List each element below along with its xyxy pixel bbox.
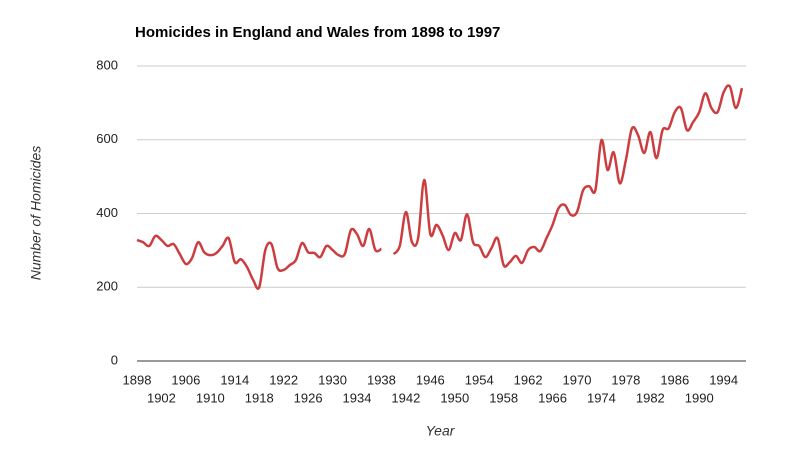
x-tick-label: 1910 (196, 390, 225, 405)
x-tick-label: 1922 (269, 372, 298, 387)
x-axis-title: Year (426, 423, 456, 439)
chart-title: Homicides in England and Wales from 1898… (135, 24, 500, 41)
x-tick-label: 1938 (367, 372, 396, 387)
x-tick-label: 1986 (660, 372, 689, 387)
x-tick-label: 1926 (294, 390, 323, 405)
x-tick-label: 1958 (489, 390, 518, 405)
y-tick-label: 800 (96, 57, 118, 72)
x-tick-label: 1954 (465, 372, 494, 387)
y-tick-label: 400 (96, 205, 118, 220)
y-tick-label: 0 (111, 352, 118, 367)
x-tick-label: 1918 (245, 390, 274, 405)
x-tick-label: 1966 (538, 390, 567, 405)
y-tick-label: 200 (96, 279, 118, 294)
x-tick-label: 1962 (514, 372, 543, 387)
y-axis-title: Number of Homicides (28, 146, 44, 281)
x-tick-label: 1950 (440, 390, 469, 405)
x-tick-label: 1898 (123, 372, 152, 387)
x-tick-label: 1982 (636, 390, 665, 405)
x-tick-label: 1990 (685, 390, 714, 405)
x-tick-label: 1974 (587, 390, 616, 405)
x-tick-label: 1946 (416, 372, 445, 387)
x-tick-label: 1914 (220, 372, 249, 387)
x-tick-label: 1930 (318, 372, 347, 387)
y-tick-label: 600 (96, 131, 118, 146)
x-tick-label: 1942 (391, 390, 420, 405)
x-tick-label: 1970 (563, 372, 592, 387)
x-tick-label: 1934 (343, 390, 372, 405)
x-tick-label: 1902 (147, 390, 176, 405)
x-tick-label: 1906 (171, 372, 200, 387)
data-line (136, 84, 744, 290)
x-tick-label: 1978 (611, 372, 640, 387)
x-tick-label: 1994 (709, 372, 738, 387)
